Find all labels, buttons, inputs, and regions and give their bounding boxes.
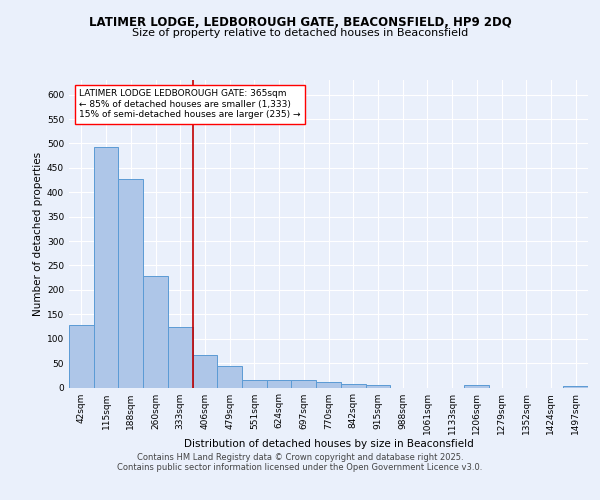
- Bar: [242, 380, 267, 388]
- Text: Contains public sector information licensed under the Open Government Licence v3: Contains public sector information licen…: [118, 463, 482, 472]
- Text: Contains HM Land Registry data © Crown copyright and database right 2025.: Contains HM Land Registry data © Crown c…: [137, 453, 463, 462]
- Bar: [464, 385, 489, 388]
- Y-axis label: Number of detached properties: Number of detached properties: [33, 152, 43, 316]
- Bar: [292, 380, 316, 388]
- Bar: [168, 327, 193, 388]
- Bar: [69, 325, 94, 388]
- Bar: [341, 384, 365, 388]
- Bar: [217, 366, 242, 388]
- Bar: [563, 386, 588, 388]
- Text: LATIMER LODGE, LEDBOROUGH GATE, BEACONSFIELD, HP9 2DQ: LATIMER LODGE, LEDBOROUGH GATE, BEACONSF…: [89, 16, 511, 29]
- Bar: [193, 355, 217, 388]
- X-axis label: Distribution of detached houses by size in Beaconsfield: Distribution of detached houses by size …: [184, 438, 473, 448]
- Bar: [143, 276, 168, 388]
- Text: Size of property relative to detached houses in Beaconsfield: Size of property relative to detached ho…: [132, 28, 468, 38]
- Bar: [118, 178, 143, 388]
- Bar: [365, 385, 390, 388]
- Bar: [94, 147, 118, 388]
- Bar: [267, 380, 292, 388]
- Text: LATIMER LODGE LEDBOROUGH GATE: 365sqm
← 85% of detached houses are smaller (1,33: LATIMER LODGE LEDBOROUGH GATE: 365sqm ← …: [79, 89, 301, 119]
- Bar: [316, 382, 341, 388]
